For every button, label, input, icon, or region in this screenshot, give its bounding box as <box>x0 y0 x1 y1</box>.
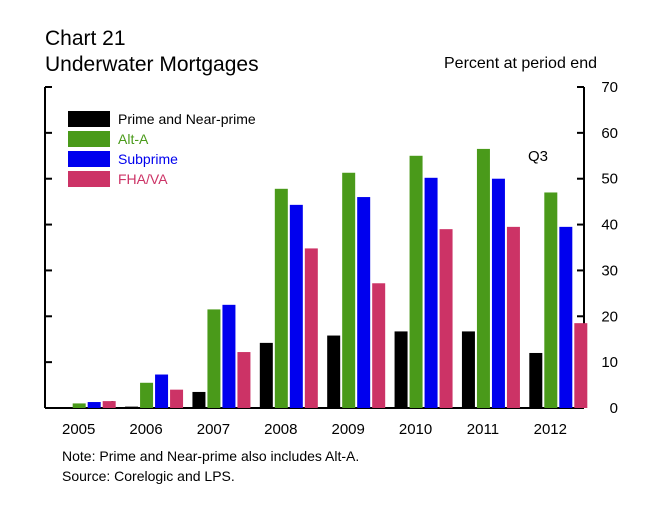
legend-swatch <box>68 151 110 167</box>
bar-subprime <box>559 226 573 408</box>
legend-label: Subprime <box>118 151 178 167</box>
y-tick-label: 40 <box>601 217 618 234</box>
x-tick-label: 2007 <box>197 421 230 438</box>
bar-prime-and-near-prime <box>125 406 139 408</box>
bar-prime-and-near-prime <box>461 331 475 408</box>
bar-alt-a <box>409 155 423 408</box>
bar-subprime <box>424 177 438 408</box>
bar-subprime <box>155 374 169 408</box>
y-tick-label: 0 <box>610 400 618 417</box>
legend-label: Prime and Near-prime <box>118 111 256 127</box>
y-axis-label: Percent at period end <box>444 55 597 72</box>
bar-subprime <box>289 204 303 408</box>
bar-alt-a <box>140 382 154 408</box>
bar-alt-a <box>72 403 86 408</box>
bar-fha-va <box>506 226 520 408</box>
bar-fha-va <box>102 401 116 408</box>
bar-alt-a <box>207 309 221 408</box>
bar-prime-and-near-prime <box>192 391 206 408</box>
bar-subprime <box>222 304 236 408</box>
x-tick-label: 2005 <box>62 421 95 438</box>
y-tick-label: 50 <box>601 171 618 188</box>
y-tick-label: 20 <box>601 308 618 325</box>
bar-alt-a <box>544 192 558 408</box>
bar-fha-va <box>439 229 453 408</box>
legend-swatch <box>68 171 110 187</box>
x-tick-label: 2009 <box>332 421 365 438</box>
bar-subprime <box>87 402 101 408</box>
x-tick-label: 2010 <box>399 421 432 438</box>
x-tick-label: 2012 <box>534 421 567 438</box>
bar-fha-va <box>304 248 318 408</box>
bar-fha-va <box>170 389 184 408</box>
period-annotation: Q3 <box>528 148 548 165</box>
chart-title: Chart 21 <box>45 27 126 50</box>
y-tick-label: 30 <box>601 262 618 279</box>
source-text: Source: Corelogic and LPS. <box>62 468 235 484</box>
bar-prime-and-near-prime <box>529 352 543 408</box>
y-tick-label: 60 <box>601 125 618 142</box>
legend-label: Alt-A <box>118 131 149 147</box>
chart-notes: Note: Prime and Near-prime also includes… <box>62 446 359 486</box>
y-tick-label: 10 <box>601 354 618 371</box>
bar-prime-and-near-prime <box>327 335 341 408</box>
y-tick-label: 70 <box>601 79 618 96</box>
bar-fha-va <box>372 283 386 408</box>
x-tick-label: 2011 <box>467 421 499 438</box>
legend-swatch <box>68 111 110 127</box>
chart-title-block: Chart 21 Underwater Mortgages <box>45 26 259 78</box>
bar-alt-a <box>274 188 288 408</box>
chart-subtitle: Underwater Mortgages <box>45 53 259 76</box>
bar-subprime <box>491 178 505 408</box>
x-tick-label: 2008 <box>264 421 297 438</box>
bar-prime-and-near-prime <box>259 342 273 408</box>
legend-swatch <box>68 131 110 147</box>
bar-fha-va <box>237 352 251 408</box>
note-text: Note: Prime and Near-prime also includes… <box>62 448 360 464</box>
x-tick-label: 2006 <box>129 421 162 438</box>
bar-fha-va <box>574 323 588 408</box>
bar-subprime <box>357 197 371 408</box>
bar-prime-and-near-prime <box>394 331 408 408</box>
bar-alt-a <box>342 172 356 408</box>
bar-alt-a <box>476 148 490 408</box>
legend-label: FHA/VA <box>118 171 168 187</box>
